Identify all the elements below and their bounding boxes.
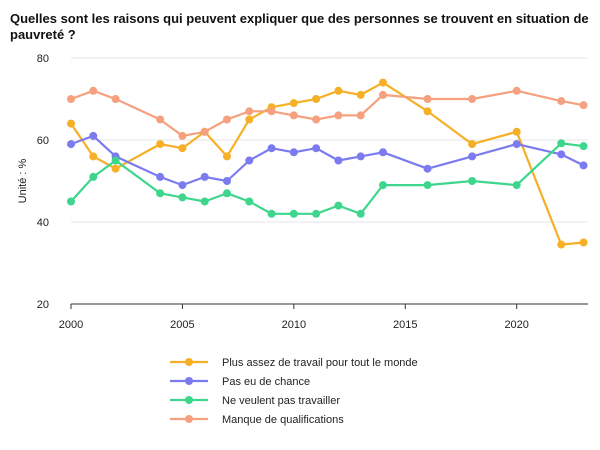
data-point [512,140,521,149]
data-point [334,201,343,210]
data-point [89,131,98,140]
data-point [378,90,387,99]
data-point [356,111,365,120]
data-point [289,99,298,108]
data-point [222,115,231,124]
data-point [557,97,566,106]
data-point [245,115,254,124]
data-point [245,197,254,206]
y-tick-label: 60 [37,135,49,147]
legend-swatch-marker [185,358,193,366]
data-point [289,209,298,218]
data-point [67,119,75,128]
y-axis-label: Unité : % [17,158,29,203]
data-point [222,189,231,198]
legend-label: Plus assez de travail pour tout le monde [222,357,418,369]
data-point [468,140,477,149]
data-point [468,95,477,103]
data-point [579,142,588,151]
data-point [289,111,298,120]
data-point [378,181,387,190]
data-point [468,152,477,161]
data-point [334,86,343,95]
series-line-4 [70,89,584,137]
x-tick-label: 2000 [59,319,83,331]
data-point [111,95,120,103]
data-point [423,107,432,116]
x-tick-label: 2020 [504,319,528,331]
data-point [579,238,588,247]
data-point [356,209,365,218]
x-tick-label: 2010 [282,319,306,331]
legend-label: Pas eu de chance [222,376,310,388]
series-line-1 [70,81,584,246]
data-point [557,240,566,249]
data-point [67,140,75,149]
data-point [267,144,276,153]
data-point [557,150,566,159]
data-point [111,156,120,165]
data-point [312,95,321,103]
legend-label: Ne veulent pas travailler [222,395,340,407]
data-point [267,209,276,218]
data-point [67,95,75,103]
data-point [289,148,298,157]
data-point [156,172,165,181]
data-point [512,86,521,95]
data-point [312,115,321,124]
data-point [312,209,321,218]
legend-swatch-marker [185,377,193,385]
chart-title: Quelles sont les raisons qui peuvent exp… [10,11,589,42]
data-point [156,115,165,124]
data-point [334,156,343,165]
data-point [378,78,387,87]
data-point [178,181,187,190]
data-point [222,177,231,185]
data-point [222,152,231,161]
data-point [178,144,187,153]
data-point [245,107,254,116]
data-point [111,164,120,173]
y-tick-label: 40 [37,217,49,229]
x-tick-label: 2015 [393,319,417,331]
legend-swatch-marker [185,415,193,423]
data-point [178,193,187,202]
data-point [512,181,521,190]
data-point [557,139,566,148]
data-point [312,144,321,153]
data-point [423,95,432,103]
data-point [423,181,432,190]
data-point [468,177,477,185]
data-point [89,152,98,161]
data-point [356,90,365,99]
data-point [156,189,165,198]
data-point [423,164,432,173]
legend-swatch-marker [185,396,193,404]
data-point [89,172,98,181]
data-point [512,127,521,136]
data-point [67,197,75,206]
data-point [356,152,365,161]
data-point [267,107,276,116]
legend-label: Manque de qualifications [222,414,344,426]
data-point [156,140,165,149]
y-tick-label: 80 [37,53,49,65]
data-point [200,197,209,206]
data-point [334,111,343,120]
data-point [245,156,254,165]
data-point [200,127,209,136]
x-tick-label: 2005 [170,319,194,331]
data-point [178,131,187,140]
data-point [378,148,387,157]
y-tick-label: 20 [37,299,49,311]
series-line-2 [70,134,584,187]
data-point [579,161,588,170]
data-point [200,172,209,181]
data-point [89,86,98,95]
data-point [579,101,588,110]
